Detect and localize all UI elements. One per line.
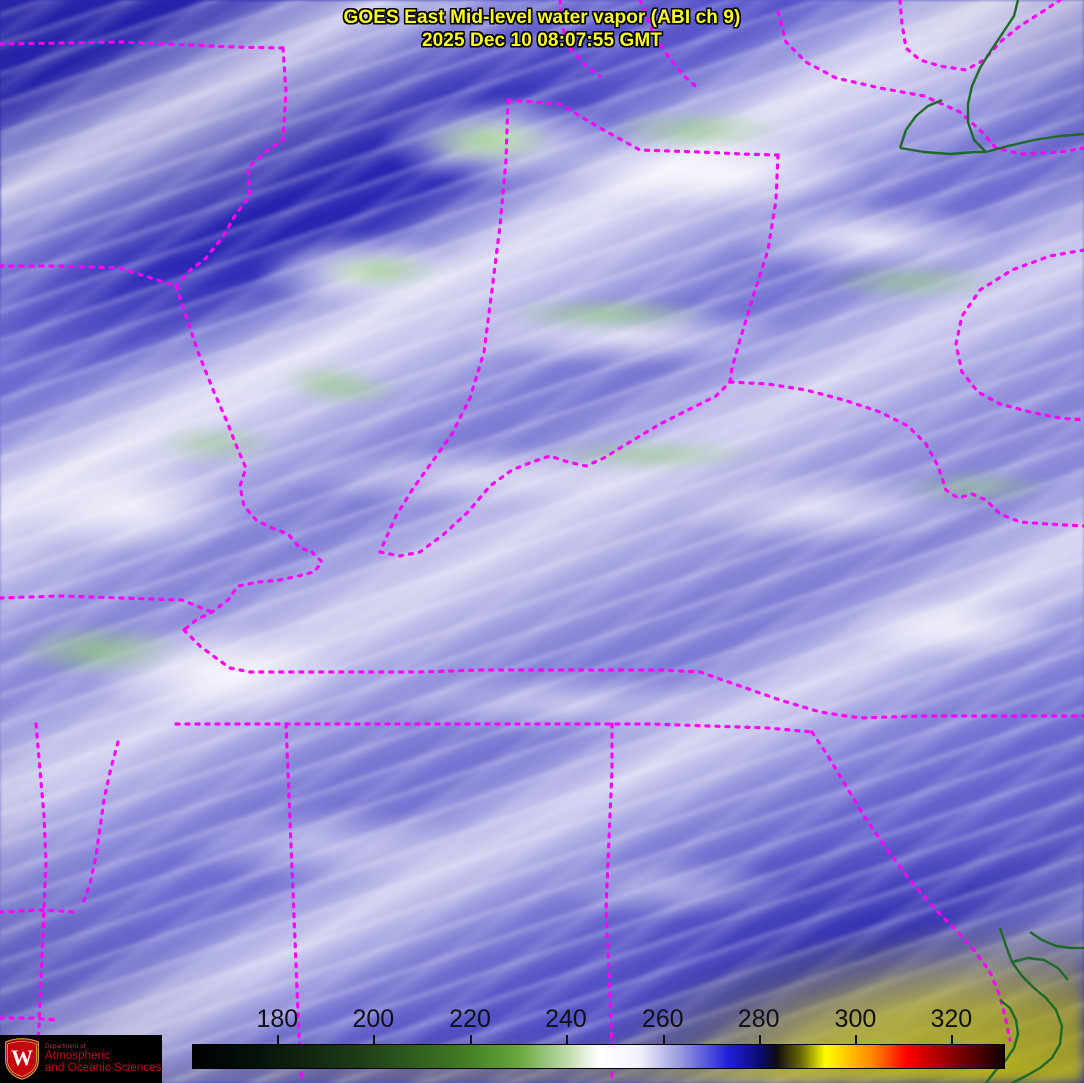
uw-crest-icon: W: [5, 1038, 39, 1080]
logo-department-label: Department of: [45, 1043, 86, 1050]
uw-aos-logo: W Department of Atmospheric and Oceanic …: [0, 1035, 162, 1083]
logo-text-block: Department of Atmospheric and Oceanic Sc…: [45, 1044, 161, 1074]
logo-line-2: and Oceanic Sciences: [45, 1062, 162, 1075]
colorbar-tick-label: 200: [352, 1005, 395, 1033]
colorbar-tick: [951, 1035, 954, 1044]
colorbar-tick-label: 300: [834, 1005, 877, 1033]
colorbar-tick: [277, 1035, 280, 1044]
colorbar-tick: [470, 1035, 473, 1044]
colorbar-tick: [565, 1035, 568, 1044]
colorbar: 180 200 220 240 260 280 300 320: [192, 1005, 1005, 1069]
colorbar-tick-label: 260: [641, 1005, 684, 1033]
coastlines-and-lakes: [898, 0, 1084, 1083]
colorbar-tick-label: 320: [930, 1005, 973, 1033]
colorbar-tick-label: 280: [737, 1005, 780, 1033]
colorbar-gradient-strip: [192, 1044, 1005, 1069]
colorbar-tick-labels: 180 200 220 240 260 280 300 320: [192, 1003, 1005, 1035]
svg-text:W: W: [11, 1045, 33, 1070]
colorbar-tick: [758, 1035, 761, 1044]
colorbar-tick: [373, 1035, 376, 1044]
colorbar-tick-marks: [192, 1035, 1005, 1044]
colorbar-tick-label: 180: [256, 1005, 299, 1033]
colorbar-tick: [855, 1035, 858, 1044]
colorbar-tick-label: 220: [449, 1005, 491, 1033]
logo-line-1: Atmospheric: [45, 1050, 111, 1063]
colorbar-tick: [662, 1035, 665, 1044]
colorbar-tick-label: 240: [545, 1005, 587, 1033]
